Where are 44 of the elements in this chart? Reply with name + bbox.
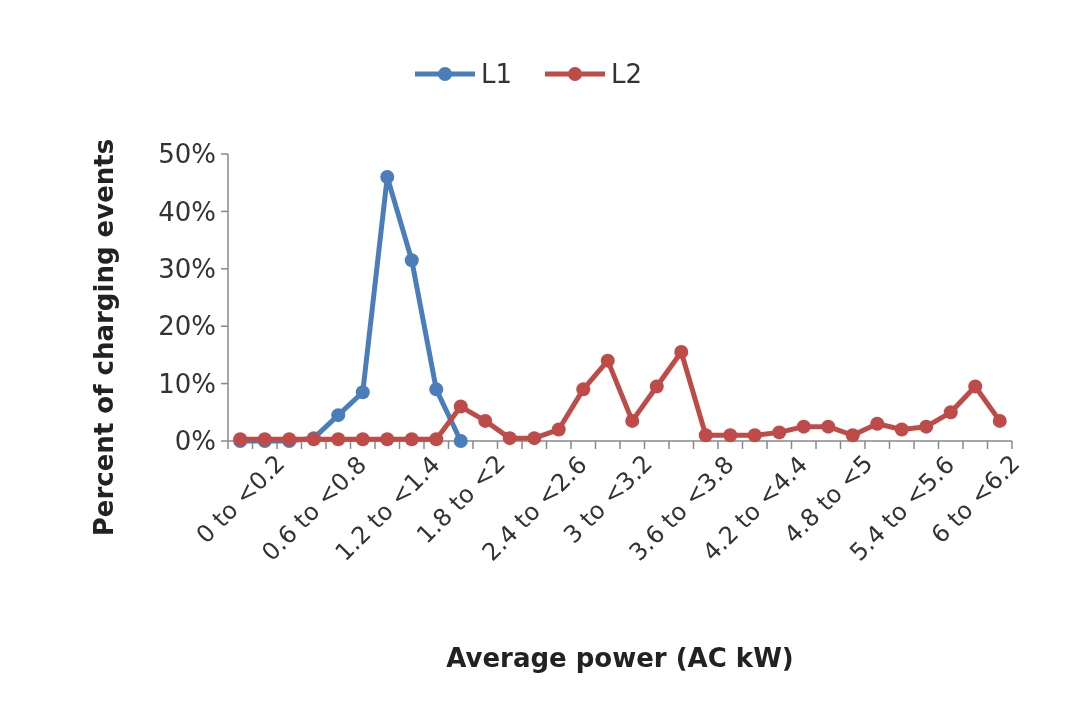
point bbox=[551, 422, 566, 437]
point bbox=[845, 428, 860, 443]
point bbox=[355, 432, 370, 447]
point bbox=[478, 413, 493, 428]
y-tick-label: 40% bbox=[158, 196, 216, 227]
point bbox=[502, 431, 517, 446]
legend-label: L1 bbox=[481, 59, 513, 90]
y-tick-label: 0% bbox=[174, 426, 216, 457]
point bbox=[429, 382, 444, 397]
y-tick-label: 20% bbox=[158, 311, 216, 342]
x-axis-title: Average power (AC kW) bbox=[446, 643, 794, 673]
point bbox=[649, 379, 664, 394]
point bbox=[429, 432, 444, 447]
y-tick-label: 10% bbox=[158, 368, 216, 399]
legend-label: L2 bbox=[611, 59, 643, 90]
point bbox=[968, 379, 983, 394]
point bbox=[992, 413, 1007, 428]
point bbox=[453, 399, 468, 414]
point bbox=[723, 428, 738, 443]
point bbox=[527, 431, 542, 446]
y-tick-label: 50% bbox=[158, 139, 216, 170]
point bbox=[796, 419, 811, 434]
point bbox=[331, 408, 346, 423]
point bbox=[943, 405, 958, 420]
point bbox=[600, 353, 615, 368]
point bbox=[576, 382, 591, 397]
point bbox=[821, 419, 836, 434]
point bbox=[747, 428, 762, 443]
point bbox=[355, 385, 370, 400]
point bbox=[625, 413, 640, 428]
point bbox=[894, 422, 909, 437]
point bbox=[698, 428, 713, 443]
point bbox=[919, 419, 934, 434]
point bbox=[674, 345, 689, 360]
point bbox=[380, 169, 395, 184]
point bbox=[404, 432, 419, 447]
point bbox=[404, 253, 419, 268]
point bbox=[870, 416, 885, 431]
point bbox=[772, 425, 787, 440]
y-tick-label: 30% bbox=[158, 253, 216, 284]
y-axis-title: Percent of charging events bbox=[89, 138, 119, 537]
point bbox=[331, 432, 346, 447]
point bbox=[453, 434, 468, 448]
point bbox=[380, 432, 395, 447]
